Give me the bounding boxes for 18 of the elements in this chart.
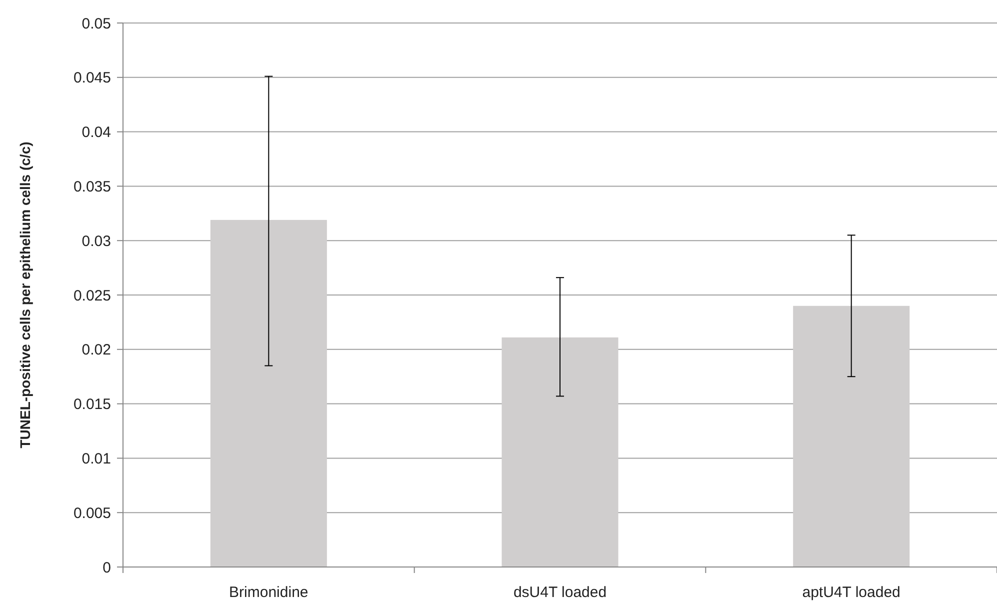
y-tick-label: 0.05 [82, 15, 111, 32]
bar [793, 306, 910, 567]
y-tick-label: 0.02 [82, 342, 111, 359]
y-tick-label: 0.04 [82, 124, 111, 142]
x-tick-label: dsU4T loaded [513, 584, 607, 601]
y-tick-label: 0.045 [73, 70, 111, 87]
y-tick-label: 0.01 [82, 450, 111, 468]
y-tick-label: 0.005 [73, 504, 111, 522]
x-tick-label: aptU4T loaded [802, 584, 900, 601]
y-axis-title: TUNEL-positive cells per epithelium cells (c/c) [17, 142, 33, 448]
bar [502, 337, 618, 567]
y-tick-label: 0.03 [82, 232, 111, 250]
y-tick-label: 0 [102, 559, 111, 576]
x-tick-label: Brimonidine [229, 584, 308, 601]
y-tick-label: 0.025 [73, 287, 111, 304]
bar [210, 220, 327, 567]
y-tick-label: 0.015 [73, 396, 111, 414]
y-tick-label: 0.035 [73, 178, 111, 196]
